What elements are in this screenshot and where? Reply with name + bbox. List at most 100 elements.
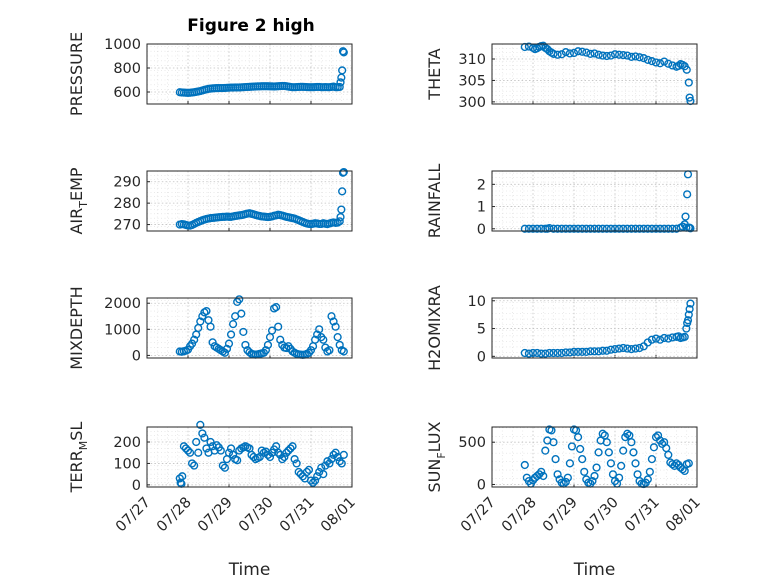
data-point [627,438,636,447]
data-point [588,476,597,486]
data-point [306,346,316,355]
data-point [288,442,297,451]
data-point [528,224,538,233]
y-axis-label: TERRMSL [67,422,90,494]
data-point [311,476,320,485]
y-tick-label: 300 [458,95,486,111]
data-point [590,471,599,481]
data-point [337,73,346,82]
y-axis-label: AIRTEMP [67,167,90,234]
data-point [647,57,657,66]
data-point [602,346,611,355]
x-tick-label: 08/01 [663,495,704,536]
data-point [280,452,289,462]
subplot-pressure: 600 800 1000 PRESSURE [67,32,353,116]
data-point [563,473,572,482]
x-tick-label: 07/29 [195,495,236,536]
data-point [196,420,205,429]
x-tick-label: 07/31 [277,495,318,536]
data-point [325,346,334,355]
data-point [598,346,607,355]
data-point [594,448,603,457]
data-point [604,448,613,457]
data-point [329,317,338,326]
data-point [578,347,587,356]
x-tick-label: 07/27 [458,495,499,536]
data-point [323,457,332,466]
x-tick-label: 08/01 [318,495,359,536]
subplot-rainfall: 0 1 2 RAINFALL [425,164,698,238]
x-tick-label: 07/28 [499,495,540,536]
data-point [222,344,232,353]
data-point [594,50,603,59]
y-tick-label: 600 [113,85,141,101]
data-point [590,347,599,356]
data-point [645,467,654,476]
x-tick-label: 07/29 [540,495,581,536]
data-point [565,49,575,58]
data-point [664,450,673,459]
data-point [315,325,324,334]
data-point [224,448,234,457]
data-point [532,348,542,358]
y-tick-label: 0 [132,348,141,364]
data-point [302,467,312,477]
data-point [582,48,591,57]
data-point [290,455,299,464]
data-point [614,473,624,482]
data-point [682,65,691,74]
y-tick-label: 1000 [104,37,141,53]
data-point [660,224,669,233]
data-point [175,474,184,483]
data-point [220,348,230,357]
data-point [684,459,693,468]
data-point [181,444,191,453]
data-point [617,461,626,470]
data-point [580,467,589,476]
data-point [561,477,570,487]
data-point [569,48,579,58]
data-point [339,347,348,356]
data-point [557,348,566,358]
data-point [685,93,694,102]
subplot-mixdepth: 0 1000 2000 MIXDEPTH [67,286,353,370]
data-point [327,312,336,321]
data-point [306,476,316,485]
data-point [274,322,283,331]
data-point [216,446,225,455]
data-point [553,348,562,358]
data-point [647,224,657,233]
data-point [329,450,338,459]
y-tick-label: 0 [477,477,486,493]
data-point [282,448,291,457]
data-point [573,347,583,356]
data-point [185,448,195,457]
data-point [319,335,328,344]
data-point [520,348,529,358]
data-point [284,446,293,455]
data-point [598,224,607,233]
data-point [573,433,583,442]
data-point [239,327,248,337]
data-point [561,348,570,357]
axes-frame [491,43,698,105]
x-tick-label: 07/30 [581,495,622,536]
data-point [339,167,348,177]
data-point [208,338,217,347]
data-point [179,442,189,451]
data-point [627,345,636,354]
data-point [602,224,611,233]
data-point [685,305,694,314]
data-point [635,53,644,62]
data-point [265,452,275,462]
data-point [683,316,693,325]
data-point [631,52,640,61]
data-point [681,212,690,221]
data-point [576,444,585,454]
data-point [590,224,599,233]
x-axis-label: Time [573,560,616,580]
data-point [625,431,634,440]
data-point [331,448,340,457]
subplot-theta: 300 305 310 THETA [425,41,698,111]
data-point [337,459,346,468]
